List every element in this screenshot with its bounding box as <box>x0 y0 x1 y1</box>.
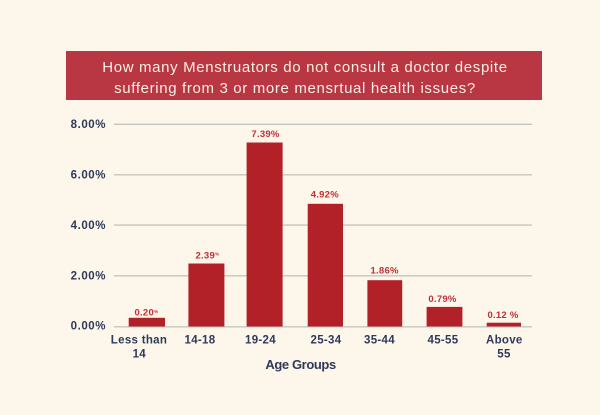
svg-text:Less than: Less than <box>111 335 167 347</box>
svg-text:25-34: 25-34 <box>311 335 342 347</box>
svg-text:8.00%: 8.00% <box>71 119 106 131</box>
svg-text:35-44: 35-44 <box>364 335 395 347</box>
svg-text:4.00%: 4.00% <box>71 220 106 232</box>
svg-text:suffering from 3 or more mensr: suffering from 3 or more mensrtual healt… <box>114 80 476 97</box>
svg-text:1.86%: 1.86% <box>371 266 399 277</box>
svg-text:4.92%: 4.92% <box>311 190 339 201</box>
svg-text:14: 14 <box>133 349 147 361</box>
svg-text:How many Menstruators do not c: How many Menstruators do not consult a d… <box>102 59 507 76</box>
svg-text:0.20%: 0.20% <box>134 308 159 319</box>
svg-text:0.79%: 0.79% <box>428 294 456 305</box>
svg-text:0.00%: 0.00% <box>71 321 106 333</box>
svg-text:45-55: 45-55 <box>428 335 459 347</box>
svg-text:2.39%: 2.39% <box>195 250 220 261</box>
svg-text:19-24: 19-24 <box>245 335 276 347</box>
svg-text:6.00%: 6.00% <box>71 170 106 182</box>
svg-text:14-18: 14-18 <box>185 335 216 347</box>
svg-text:Above: Above <box>486 335 523 347</box>
svg-text:7.39%: 7.39% <box>251 129 279 140</box>
svg-text:2.00%: 2.00% <box>71 271 106 283</box>
svg-text:0.12 %: 0.12 % <box>487 310 518 321</box>
svg-text:55: 55 <box>497 349 511 361</box>
svg-text:Age Groups: Age Groups <box>265 357 336 372</box>
